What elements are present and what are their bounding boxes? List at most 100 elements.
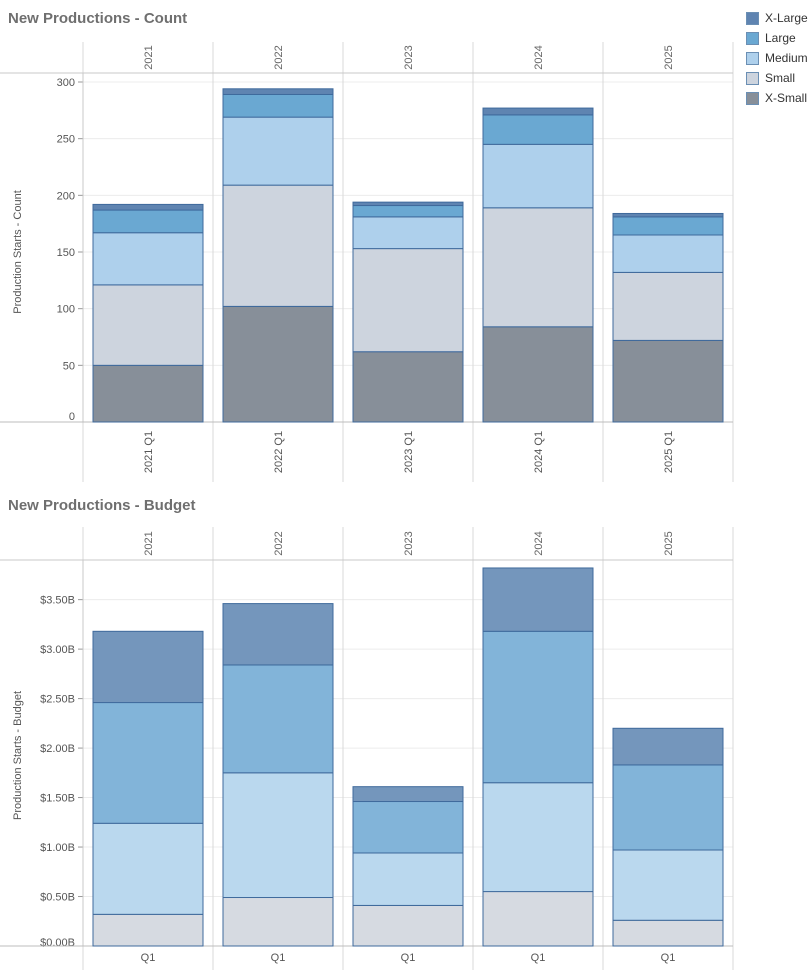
count-ytick-label: 0 (69, 411, 75, 423)
budget-bar-medium (352, 852, 464, 906)
count-bar-x-small (352, 351, 464, 423)
count-ytick-label: 50 (63, 360, 75, 372)
count-bar-small (222, 184, 334, 307)
budget-ytick-label: $0.50B (40, 892, 75, 904)
count-bar-large (92, 209, 204, 234)
count-y-axis-title: Production Starts - Count (12, 190, 24, 314)
count-column-header: 2025 (663, 45, 675, 69)
count-category-label: 2025 Q1 (663, 431, 675, 473)
legend-swatch (746, 51, 759, 65)
budget-bar-small (352, 904, 464, 947)
budget-bar-small (222, 897, 334, 947)
count-ytick-label: 100 (57, 304, 75, 316)
budget-bar-x-large (612, 727, 724, 766)
budget-column-header: 2025 (663, 531, 675, 555)
count-column-header: 2023 (403, 45, 415, 69)
count-bar-medium (222, 116, 334, 186)
count-bar-medium (612, 234, 724, 273)
budget-column-header: 2023 (403, 531, 415, 555)
legend-item-x-large[interactable]: X-Large (746, 8, 808, 28)
budget-bar-medium (92, 822, 204, 915)
legend: X-Large Large Medium Small X-Small (746, 8, 808, 108)
count-bar-large (222, 93, 334, 118)
budget-bar-large (612, 764, 724, 851)
count-ytick-label: 300 (57, 77, 75, 89)
legend-swatch (746, 71, 759, 85)
budget-ytick-label: $3.50B (40, 595, 75, 607)
count-bar-large (612, 216, 724, 236)
budget-bar-small (92, 913, 204, 947)
legend-swatch (746, 31, 759, 45)
legend-item-small[interactable]: Small (746, 68, 808, 88)
count-category-label: 2022 Q1 (273, 431, 285, 473)
count-bar-medium (92, 232, 204, 286)
budget-bar-small (612, 919, 724, 947)
budget-ytick-label: $3.00B (40, 644, 75, 656)
budget-bar-large (92, 702, 204, 824)
count-bar-x-small (92, 364, 204, 423)
budget-column-header: 2024 (533, 531, 545, 555)
legend-label: Medium (765, 51, 808, 65)
count-bar-x-large (92, 203, 204, 211)
count-chart: 0 50 100 150 200 250 300 2021 2022 2023 2024 2025 20… (0, 42, 734, 482)
budget-bar-large (222, 664, 334, 774)
budget-bar-small (482, 891, 594, 947)
count-bar-large (482, 114, 594, 145)
budget-ytick-label: $0.00B (40, 937, 75, 949)
count-ytick-label: 250 (57, 134, 75, 146)
legend-item-medium[interactable]: Medium (746, 48, 808, 68)
count-bar-large (352, 205, 464, 218)
count-category-label: 2024 Q1 (533, 431, 545, 473)
count-bar-x-large (222, 88, 334, 95)
count-bar-x-small (222, 305, 334, 423)
count-column-header: 2021 (143, 45, 155, 69)
budget-column-header: 2021 (143, 531, 155, 555)
count-bar-medium (482, 143, 594, 209)
budget-column-header: 2022 (273, 531, 285, 555)
legend-label: X-Small (765, 91, 808, 105)
count-bar-small (352, 248, 464, 353)
budget-category-label: Q1 (271, 952, 286, 964)
count-category-label: 2023 Q1 (403, 431, 415, 473)
count-category-label: 2021 Q1 (143, 431, 155, 473)
budget-ytick-label: $1.00B (40, 842, 75, 854)
count-bar-x-large (352, 201, 464, 207)
budget-ytick-label: $2.50B (40, 694, 75, 706)
legend-label: Small (765, 71, 796, 85)
budget-category-label: Q1 (531, 952, 546, 964)
count-chart-title: New Productions - Count (8, 10, 188, 27)
budget-category-label: Q1 (141, 952, 156, 964)
budget-bar-x-large (92, 630, 204, 704)
legend-swatch (746, 91, 759, 105)
count-bar-x-large (482, 107, 594, 116)
count-bar-small (92, 284, 204, 366)
budget-bar-medium (612, 849, 724, 921)
budget-ytick-label: $1.50B (40, 793, 75, 805)
budget-bar-large (482, 630, 594, 784)
count-bar-x-small (612, 339, 724, 423)
legend-label: Large (765, 31, 796, 45)
count-bar-x-small (482, 326, 594, 423)
count-column-header: 2024 (533, 45, 545, 69)
count-bar-small (612, 271, 724, 341)
budget-category-label: Q1 (661, 952, 676, 964)
count-bar-small (482, 207, 594, 328)
count-column-header: 2022 (273, 45, 285, 69)
count-ytick-label: 200 (57, 190, 75, 202)
legend-swatch (746, 11, 759, 25)
budget-category-label: Q1 (401, 952, 416, 964)
legend-item-large[interactable]: Large (746, 28, 808, 48)
legend-item-x-small[interactable]: X-Small (746, 88, 808, 108)
legend-label: X-Large (765, 11, 808, 25)
budget-ytick-label: $2.00B (40, 743, 75, 755)
count-bar-medium (352, 216, 464, 250)
budget-chart-title: New Productions - Budget (8, 497, 196, 514)
budget-bar-medium (482, 782, 594, 893)
budget-y-axis-title: Production Starts - Budget (12, 691, 24, 820)
budget-bar-large (352, 801, 464, 854)
budget-bar-medium (222, 772, 334, 899)
count-bar-x-large (612, 212, 724, 218)
budget-bar-x-large (482, 567, 594, 632)
count-ytick-label: 150 (57, 247, 75, 259)
